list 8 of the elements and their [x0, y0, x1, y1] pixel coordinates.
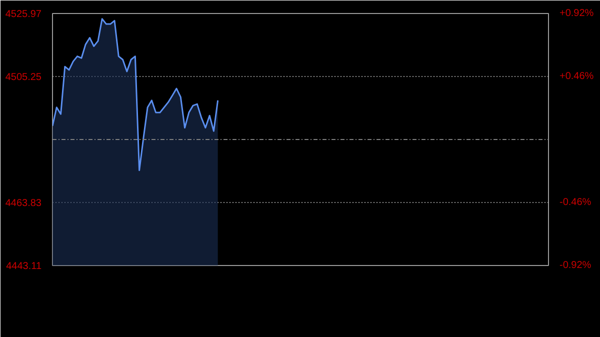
y-tick-label: 4505.25 — [5, 72, 42, 84]
y-tick-label: 4443.11 — [6, 261, 42, 272]
y2-tick-label: -0.92% — [560, 260, 592, 271]
y-tick-label: 4525.97 — [5, 9, 42, 20]
y2-tick-label: -0.46% — [560, 197, 592, 208]
y2-tick-label: +0.46% — [560, 71, 594, 82]
y2-tick-label: +0.92% — [560, 8, 594, 19]
y-tick-label: 4463.83 — [5, 198, 42, 209]
